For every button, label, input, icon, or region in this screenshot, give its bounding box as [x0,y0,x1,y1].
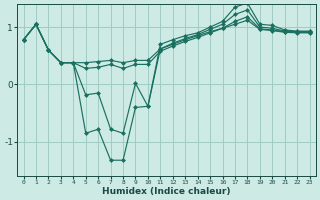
X-axis label: Humidex (Indice chaleur): Humidex (Indice chaleur) [102,187,231,196]
